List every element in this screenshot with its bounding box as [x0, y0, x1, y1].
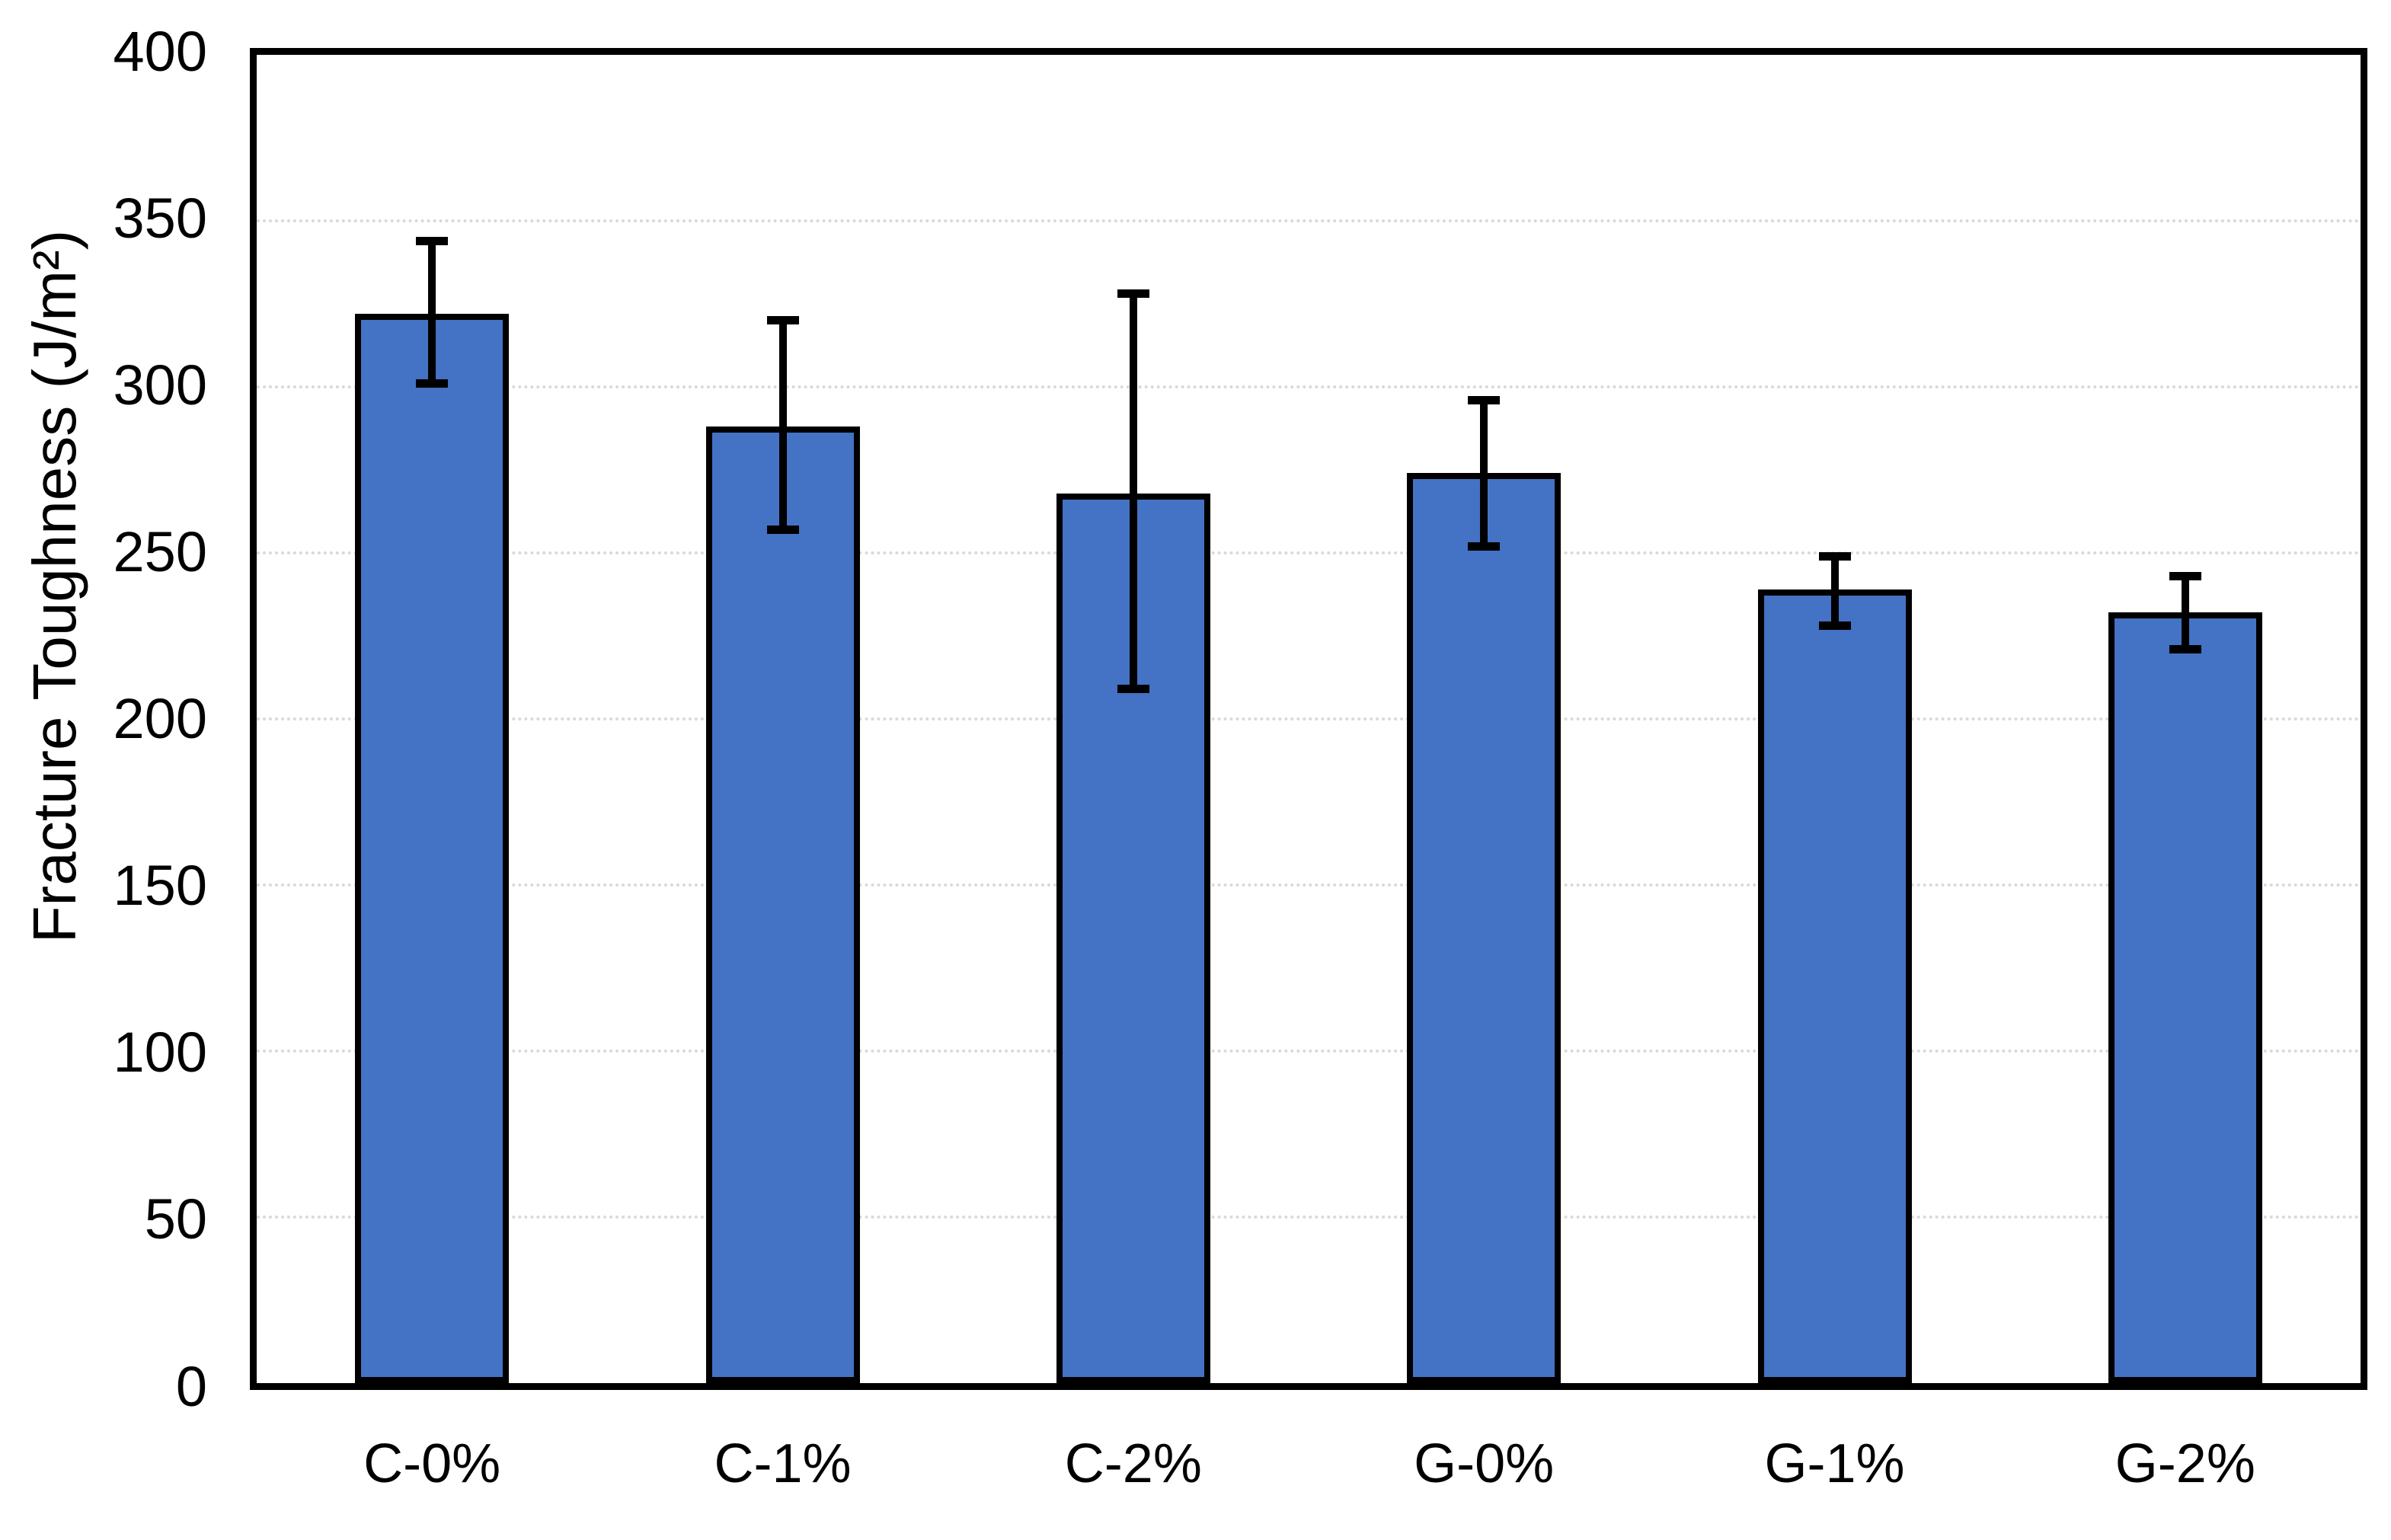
error-bar-line-C-0%: [428, 241, 436, 384]
y-tick-label-250: 250: [113, 519, 207, 583]
error-bar-cap-top-G-1%: [1818, 551, 1851, 561]
error-bar-cap-top-G-2%: [2169, 572, 2201, 581]
y-tick-label-300: 300: [113, 353, 207, 417]
gridlines-layer: [257, 55, 2361, 1383]
y-tick-label-200: 200: [113, 687, 207, 750]
plot-area: [250, 48, 2367, 1390]
error-bar-line-G-1%: [1830, 556, 1839, 626]
x-category-label-C-1%: C-1%: [714, 1433, 852, 1494]
bar-G-0%: [1407, 473, 1562, 1383]
bar-G-1%: [1757, 589, 1912, 1383]
error-bar-line-G-2%: [2181, 576, 2189, 650]
gridline-50: [257, 1216, 2361, 1219]
error-bar-cap-top-C-1%: [766, 316, 799, 325]
x-category-label-G-2%: G-2%: [2115, 1433, 2255, 1494]
error-bar-line-C-1%: [778, 320, 787, 530]
x-category-label-G-0%: G-0%: [1414, 1433, 1555, 1494]
gridline-150: [257, 883, 2361, 887]
gridline-350: [257, 219, 2361, 222]
gridline-300: [257, 385, 2361, 388]
error-bar-cap-bottom-C-0%: [416, 379, 449, 388]
gridline-250: [257, 551, 2361, 554]
y-tick-label-0: 0: [175, 1354, 207, 1418]
x-category-label-G-1%: G-1%: [1764, 1433, 1905, 1494]
x-category-label-C-2%: C-2%: [1064, 1433, 1202, 1494]
error-bars-layer: [257, 55, 2361, 1383]
error-bar-line-C-2%: [1129, 293, 1137, 689]
error-bar-cap-bottom-G-1%: [1818, 621, 1851, 631]
y-tick-label-50: 50: [144, 1187, 207, 1251]
error-bar-line-G-0%: [1480, 400, 1488, 547]
y-axis-title: Fracture Toughness (J/m²): [21, 229, 88, 944]
y-tick-label-100: 100: [113, 1021, 207, 1085]
bar-C-0%: [355, 314, 510, 1383]
error-bar-cap-top-C-0%: [416, 236, 449, 245]
gridline-200: [257, 717, 2361, 720]
error-bar-cap-bottom-G-2%: [2169, 644, 2201, 653]
y-tick-label-150: 150: [113, 854, 207, 918]
y-tick-label-350: 350: [113, 186, 207, 250]
error-bar-cap-bottom-C-2%: [1117, 685, 1149, 694]
y-tick-label-400: 400: [113, 19, 207, 83]
bar-C-1%: [705, 427, 860, 1383]
x-category-label-C-0%: C-0%: [363, 1433, 501, 1494]
gridline-100: [257, 1050, 2361, 1053]
bar-G-2%: [2108, 612, 2262, 1383]
error-bar-cap-bottom-C-1%: [766, 525, 799, 534]
error-bar-cap-bottom-G-0%: [1468, 542, 1501, 551]
bars-layer: [257, 55, 2361, 1383]
error-bar-cap-top-G-0%: [1468, 395, 1501, 404]
error-bar-cap-top-C-2%: [1117, 289, 1149, 299]
